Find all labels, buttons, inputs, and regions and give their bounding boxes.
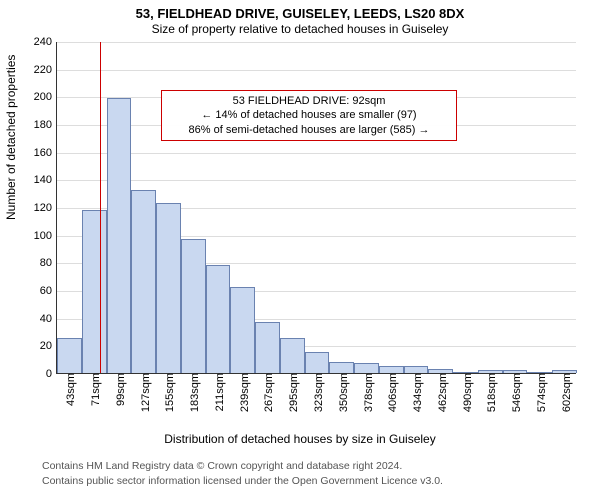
bar <box>82 210 107 373</box>
bar <box>329 362 354 373</box>
bar <box>280 338 305 373</box>
y-axis-label: Number of detached properties <box>4 55 18 220</box>
y-tick-label: 0 <box>46 368 57 380</box>
bar <box>206 265 231 373</box>
bar <box>156 203 181 373</box>
chart-plot-area: 02040608010012014016018020022024043sqm71… <box>56 42 576 374</box>
x-tick-label: 155sqm <box>160 373 176 412</box>
x-tick-label: 462sqm <box>433 373 449 412</box>
reference-line <box>100 42 101 373</box>
x-tick-label: 574sqm <box>532 373 548 412</box>
x-tick-label: 99sqm <box>111 373 127 406</box>
y-tick-label: 100 <box>34 230 57 242</box>
y-tick-label: 80 <box>40 257 57 269</box>
x-axis-label: Distribution of detached houses by size … <box>0 432 600 446</box>
y-tick-label: 60 <box>40 285 57 297</box>
y-tick-label: 240 <box>34 36 57 48</box>
bar <box>255 322 280 373</box>
chart-subtitle: Size of property relative to detached ho… <box>0 22 600 36</box>
bar <box>379 366 404 373</box>
bar <box>230 287 255 373</box>
y-tick-label: 120 <box>34 202 57 214</box>
x-tick-label: 602sqm <box>557 373 573 412</box>
x-tick-label: 267sqm <box>259 373 275 412</box>
bar <box>404 366 429 373</box>
y-tick-label: 140 <box>34 174 57 186</box>
x-tick-label: 295sqm <box>284 373 300 412</box>
x-tick-label: 434sqm <box>408 373 424 412</box>
y-tick-label: 20 <box>40 340 57 352</box>
bar <box>57 338 82 373</box>
x-tick-label: 183sqm <box>185 373 201 412</box>
y-tick-label: 200 <box>34 91 57 103</box>
y-tick-label: 220 <box>34 64 57 76</box>
x-tick-label: 71sqm <box>86 373 102 406</box>
footer-copyright-line2: Contains public sector information licen… <box>42 475 443 487</box>
annotation-box: 53 FIELDHEAD DRIVE: 92sqm← 14% of detach… <box>161 90 457 141</box>
x-tick-label: 406sqm <box>383 373 399 412</box>
x-tick-label: 127sqm <box>136 373 152 412</box>
bar <box>181 239 206 373</box>
x-tick-label: 546sqm <box>507 373 523 412</box>
x-tick-label: 239sqm <box>235 373 251 412</box>
x-tick-label: 350sqm <box>334 373 350 412</box>
annotation-line: 86% of semi-detached houses are larger (… <box>168 123 450 137</box>
bar <box>354 363 379 373</box>
bar <box>305 352 330 373</box>
gridline <box>57 180 576 181</box>
gridline <box>57 70 576 71</box>
x-tick-label: 323sqm <box>309 373 325 412</box>
y-tick-label: 160 <box>34 147 57 159</box>
gridline <box>57 42 576 43</box>
annotation-line: ← 14% of detached houses are smaller (97… <box>168 108 450 122</box>
annotation-line: 53 FIELDHEAD DRIVE: 92sqm <box>168 94 450 108</box>
bar <box>107 98 132 373</box>
bar <box>131 190 156 373</box>
footer-copyright-line1: Contains HM Land Registry data © Crown c… <box>42 460 402 472</box>
y-tick-label: 180 <box>34 119 57 131</box>
gridline <box>57 153 576 154</box>
x-tick-label: 518sqm <box>482 373 498 412</box>
chart-main-title: 53, FIELDHEAD DRIVE, GUISELEY, LEEDS, LS… <box>0 6 600 21</box>
x-tick-label: 43sqm <box>61 373 77 406</box>
y-tick-label: 40 <box>40 313 57 325</box>
x-tick-label: 211sqm <box>210 373 226 411</box>
x-tick-label: 490sqm <box>458 373 474 412</box>
x-tick-label: 378sqm <box>359 373 375 412</box>
